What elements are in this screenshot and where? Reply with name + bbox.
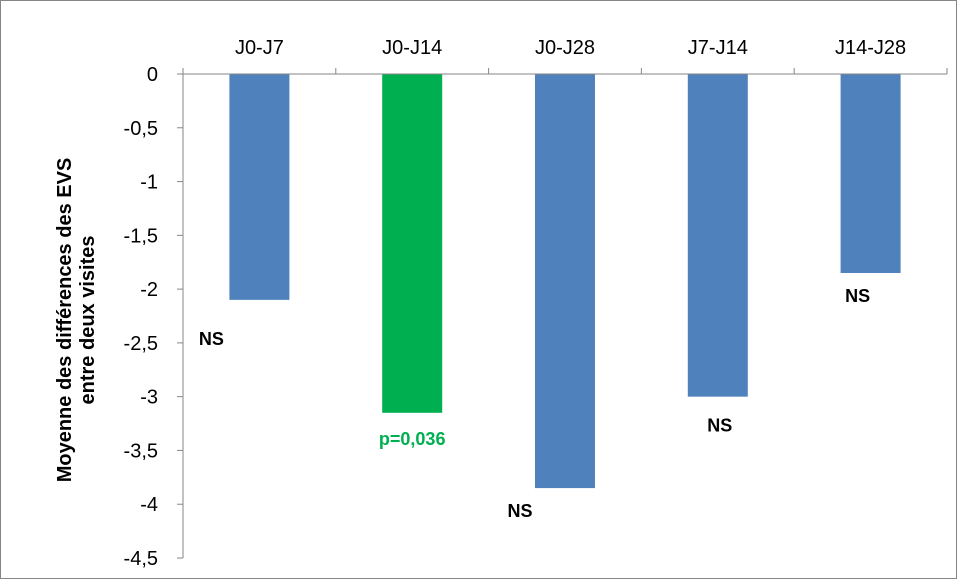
y-tick-label: -2 [140,279,158,301]
y-tick-label: -3 [140,387,158,409]
y-tick-label: -1 [140,172,158,194]
data-label: p=0,036 [379,429,446,449]
y-tick-label: 0 [147,64,158,86]
data-label: NS [707,416,732,436]
bar-J0-J7 [229,74,290,300]
data-labels: NS p=0,036 NS NS NS [199,286,870,521]
y-axis-label-line: entre deux visites [77,236,99,405]
category-label: J14-J28 [835,37,906,59]
data-label: NS [199,329,224,349]
category-label: J0-J7 [235,37,284,59]
category-label: J0-J14 [382,37,442,59]
y-axis-ticks: 0 -0,5 -1 -1,5 -2 -2,5 -3 -3,5 -4 -4,5 [124,64,183,570]
bar-J0-J28 [535,74,595,489]
bar-J7-J14 [687,74,748,397]
bar-J0-J14 [382,74,443,413]
bars [229,74,901,489]
y-axis-label: Moyenne des différences des EVS entre deu… [54,158,99,483]
y-tick-label: -1,5 [124,225,158,247]
y-axis-label-line: Moyenne des différences des EVS [54,158,76,483]
data-label: NS [507,501,532,521]
y-tick-label: -4 [140,494,158,516]
y-tick-label: -0,5 [124,118,158,140]
category-label: J0-J28 [535,37,595,59]
category-label: J7-J14 [688,37,748,59]
category-labels: J0-J7 J0-J14 J0-J28 J7-J14 J14-J28 [182,37,948,74]
data-label: NS [845,286,870,306]
y-tick-label: -4,5 [124,548,158,570]
y-tick-label: -2,5 [124,333,158,355]
bar-J14-J28 [840,74,901,273]
y-tick-label: -3,5 [124,440,158,462]
